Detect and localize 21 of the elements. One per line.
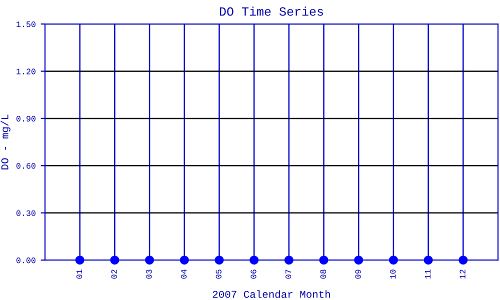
x-tick-label: 08: [320, 270, 326, 279]
y-tick-label: 1.20: [16, 68, 36, 74]
x-tick-label: 05: [216, 270, 222, 279]
x-tick-label: 12: [460, 270, 466, 279]
x-tick-label: 10: [390, 270, 396, 279]
x-tick-label: 06: [250, 270, 256, 279]
y-tick-label: 0.90: [16, 116, 36, 122]
chart-title: DO Time Series: [220, 6, 323, 16]
y-tick-label: 0.30: [16, 210, 36, 216]
x-tick-label: 11: [424, 270, 430, 279]
x-tick-label: 02: [111, 270, 117, 279]
x-tick-label: 09: [355, 270, 361, 279]
y-axis-title: DO - mg/L: [0, 114, 10, 170]
x-axis-title: 2007 Calendar Month: [212, 290, 330, 298]
y-tick-label: 0.00: [16, 258, 36, 264]
y-tick-label: 1.50: [16, 21, 36, 28]
x-tick-label: 07: [286, 270, 292, 279]
x-tick-label: 01: [76, 270, 82, 279]
x-tick-label: 03: [146, 270, 152, 279]
y-tick-label: 0.60: [16, 163, 36, 169]
x-tick-label: 04: [180, 270, 187, 279]
